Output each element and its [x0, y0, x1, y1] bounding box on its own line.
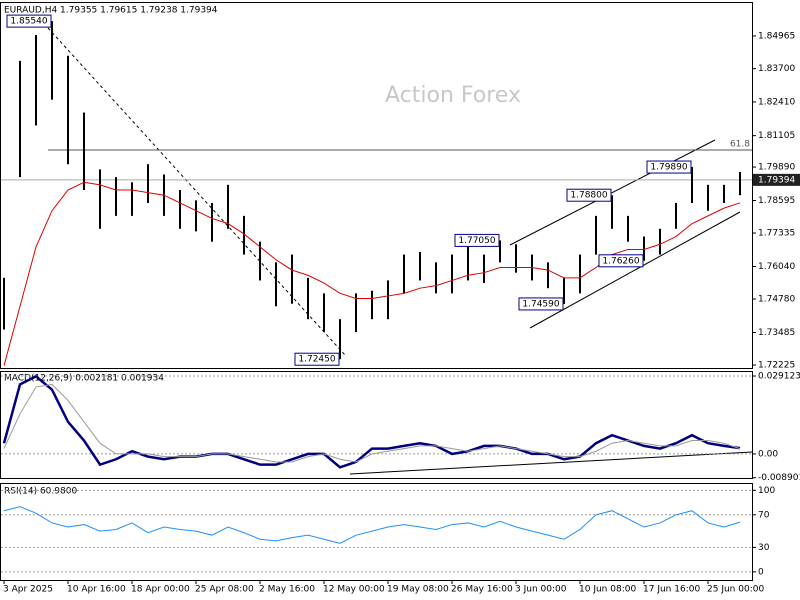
- annotation-box: [6, 14, 52, 28]
- y-tick-label: 1.79890: [758, 163, 795, 173]
- annotation-box: [566, 188, 612, 202]
- annotation-box: [598, 254, 644, 268]
- annotation-box: [294, 352, 340, 366]
- x-tick-label: 25 Apr 08:00: [195, 585, 254, 595]
- rsi-title: RSI(14) 60.9800: [4, 487, 77, 497]
- watermark: Action Forex: [385, 83, 521, 108]
- macd-panel: [0, 371, 753, 479]
- macd-title: MACD(12,26,9) 0.002181 0.001934: [4, 374, 164, 384]
- trend-line: [47, 27, 346, 356]
- y-tick-label: 1.84965: [758, 31, 795, 41]
- x-tick-label: 3 Apr 2025: [3, 585, 53, 595]
- y-tick-label: 30: [758, 543, 770, 553]
- current-price-box: [753, 173, 800, 186]
- channel-line: [509, 139, 716, 246]
- y-tick-label: 0.00: [758, 449, 778, 459]
- y-tick-label: 1.82410: [758, 97, 795, 107]
- series-line: [3, 506, 741, 544]
- series-line: [3, 181, 741, 366]
- y-tick-label: 1.81105: [758, 131, 795, 141]
- y-tick-label: 70: [758, 510, 770, 520]
- annotation-box: [646, 160, 692, 174]
- y-tick-label: 1.78595: [758, 196, 795, 206]
- annotation-label: 1.78800: [570, 191, 607, 201]
- y-tick-label: 1.72225: [758, 361, 795, 371]
- y-tick-label: 1.74780: [758, 295, 795, 305]
- y-tick-label: 0: [758, 567, 764, 577]
- x-tick-label: 19 May 08:00: [387, 585, 449, 595]
- annotation-box: [518, 297, 564, 311]
- x-tick-label: 25 Jun 00:00: [707, 585, 764, 595]
- x-tick-label: 17 Jun 16:00: [643, 585, 700, 595]
- annotation-label: 1.74590: [522, 299, 559, 309]
- rsi-panel: [0, 483, 753, 581]
- annotation-box: [454, 233, 500, 247]
- x-tick-label: 2 May 16:00: [259, 585, 315, 595]
- y-tick-label: 0.029123: [758, 372, 800, 382]
- annotation-label: 1.77050: [458, 236, 495, 246]
- series-line: [3, 383, 741, 463]
- annotation-label: 1.76260: [602, 256, 639, 266]
- channel-line: [529, 211, 741, 329]
- x-tick-label: 10 Jun 08:00: [579, 585, 636, 595]
- x-tick-label: 26 May 16:00: [451, 585, 513, 595]
- y-tick-label: 1.77335: [758, 229, 795, 239]
- current-price-label: 1.79394: [758, 175, 795, 185]
- x-tick-label: 3 Jun 00:00: [515, 585, 567, 595]
- y-tick-label: 1.73485: [758, 328, 795, 338]
- x-tick-label: 10 Apr 16:00: [67, 585, 126, 595]
- x-tick-label: 18 Apr 00:00: [131, 585, 190, 595]
- chart-title: EURAUD,H4 1.79355 1.79615 1.79238 1.7939…: [4, 6, 218, 16]
- macd-trend-line: [349, 451, 753, 475]
- x-tick-label: 12 May 00:00: [323, 585, 385, 595]
- annotation-label: 1.79890: [650, 163, 687, 173]
- fib-label: 61.8: [730, 140, 750, 150]
- y-tick-label: 100: [758, 486, 775, 496]
- price-panel: [0, 2, 753, 369]
- annotation-label: 1.85540: [10, 17, 47, 27]
- y-tick-label: 1.76040: [758, 262, 795, 272]
- y-tick-label: 1.83700: [758, 64, 795, 74]
- annotation-label: 1.72450: [298, 355, 335, 365]
- y-tick-label: -0.008901: [758, 473, 800, 483]
